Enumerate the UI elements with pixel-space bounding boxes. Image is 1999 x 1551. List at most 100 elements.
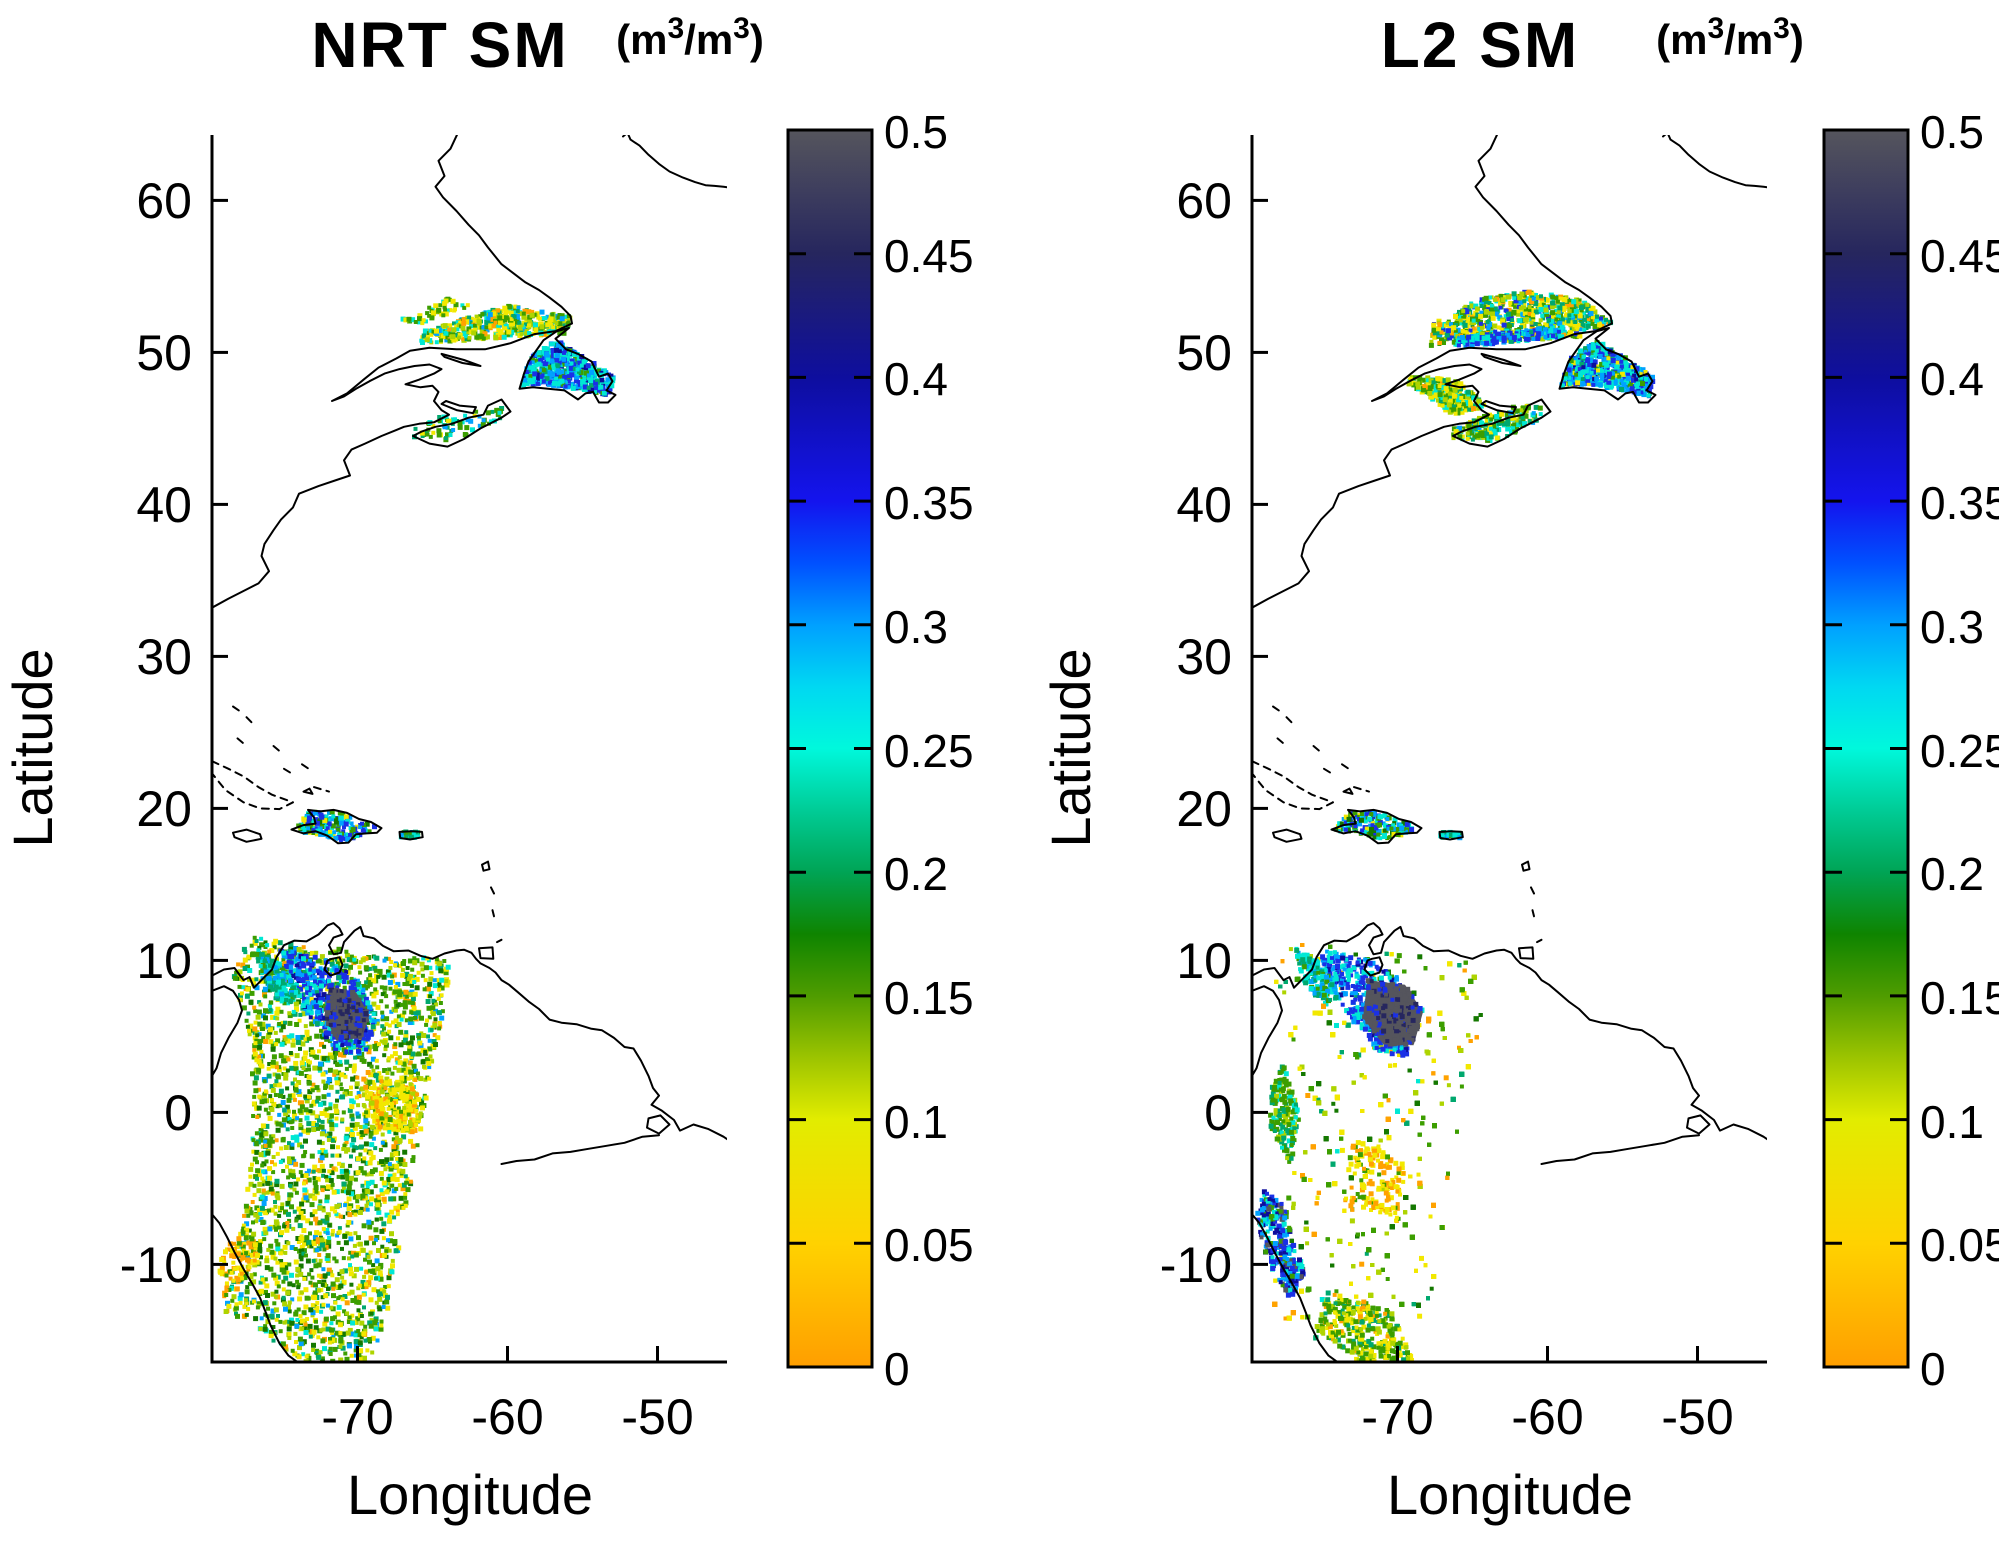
x-tick-label: -70 [321,1389,394,1445]
colorbar-tick-label: 0.45 [884,229,974,282]
coast-guadeloupe [481,860,491,872]
axes-l2 [1250,135,1767,1364]
coast-bahamas-5 [1341,763,1352,772]
y-tick-label: 60 [1176,173,1232,230]
colorbar-l2 [1822,128,1910,1369]
colorbar-tick-label: 0.5 [1920,106,1984,158]
unit-text: /m [684,16,734,63]
colorbar-tick-label: 0.25 [1920,724,1999,777]
coastlines-nrt [212,135,727,1362]
y-tick-label: 20 [136,781,192,838]
coast-great-inagua [302,787,314,795]
colorbar-nrt [786,128,874,1369]
coast-martinique [1530,886,1535,895]
coast-amazon-river [1540,1134,1700,1165]
coast-martinique [490,886,495,895]
y-tick-label: 20 [1176,781,1232,838]
coast-greenland-tip [1662,135,1767,189]
colorbar-tick-label: 0.45 [1920,229,1999,282]
axes-nrt [210,135,727,1364]
coast-bahamas-4 [272,745,284,755]
colorbar-tick-label: 0.05 [1920,1219,1999,1272]
unit-text: ) [749,16,764,63]
colorbar-tick-label: 0.1 [1920,1095,1984,1148]
coast-newfoundland [1558,327,1657,404]
sm-data-l2 [1255,289,1656,1362]
unit-text: /m [1724,16,1774,63]
x-tick-label: -50 [621,1389,694,1445]
coast-cuba [212,760,294,811]
coast-bahamas-3 [236,737,248,747]
coast-great-inagua [1342,787,1354,795]
y-tick-label: 40 [136,477,192,534]
coast-lake-maracaibo [1363,956,1384,977]
coast-turks-caicos [313,786,330,793]
x-axis-label-right: Longitude [1386,1463,1633,1526]
colorbar-unit-left: (m3/m3) [510,12,870,64]
unit-sup: 3 [1773,12,1790,45]
unit-sup: 3 [1707,12,1725,45]
colorbar-tick-label: 0.4 [1920,353,1984,406]
colorbar-tick-label: 0 [1920,1343,1946,1395]
coast-greenland-tip [622,135,727,189]
colorbar-tick-label: 0.1 [884,1095,948,1148]
y-axis-label-left: Latitude [0,648,64,848]
x-tick-label: -70 [1361,1389,1434,1445]
panel-title-nrt: NRT SM [311,9,569,81]
coast-bahamas-5 [301,763,312,772]
coast-bahamas-2 [1285,716,1295,726]
y-tick-label: 10 [136,933,192,990]
y-tick-label: 50 [136,325,192,382]
y-tick-label: 30 [1176,629,1232,686]
coast-labrador-quebec-atlantic-coast [1252,135,1613,609]
y-axis-label-right: Latitude [1038,648,1102,848]
y-tick-label: 60 [136,173,192,230]
y-tick-label: 0 [1204,1085,1232,1142]
coast-st-lucia [1531,909,1535,918]
x-tick-label: -50 [1661,1389,1734,1445]
colorbar-tick-label: 0.2 [1920,848,1984,901]
colorbar-tick-label: 0.4 [884,353,948,406]
coast-bahamas-3 [1276,737,1288,747]
coast-hispaniola [1330,808,1423,845]
colorbar-tick-label: 0.15 [884,971,974,1024]
coast-anticosti-island [440,352,482,367]
coast-guadeloupe [1521,860,1531,872]
x-axis-label-left: Longitude [346,1463,593,1526]
coast-bahamas-2 [245,716,255,726]
coast-bahamas-6 [1323,767,1333,775]
y-tick-label: 40 [1176,477,1232,534]
y-tick-label: 0 [164,1085,192,1142]
x-tick-label: -60 [1511,1389,1584,1445]
coast-marajo-island [646,1114,671,1135]
unit-text: (m [1656,16,1708,63]
coast-jamaica [1272,828,1303,843]
coast-peru-coast [212,1213,299,1362]
coast-tobago [496,938,503,944]
coast-st-lucia [491,909,495,918]
unit-text: ) [1789,16,1804,63]
colorbar-tick-label: 0.25 [884,724,974,777]
colorbar-tick-label: 0 [884,1343,910,1395]
coast-bahamas-6 [283,767,293,775]
map-area-nrt [212,135,727,1362]
colorbar-tick-label: 0.35 [1920,477,1999,530]
coast-pacific-coast-panama-colombia [212,985,243,1077]
coast-trinidad [1518,946,1535,960]
colorbar-tick-label: 0.2 [884,848,948,901]
coast-marajo-island [1686,1114,1711,1135]
coast-trinidad [478,946,495,960]
y-tick-label: 30 [136,629,192,686]
coast-jamaica [232,828,263,843]
colorbar-tick-label: 0.3 [1920,600,1984,653]
coast-south-america-north-coast [212,922,727,1141]
colorbar-tick-label: 0.3 [884,600,948,653]
coast-bahamas-1 [232,705,243,714]
coast-nova-scotia [1452,398,1552,448]
coast-hispaniola [290,808,383,845]
coast-peru-coast [1252,1213,1339,1362]
coast-pacific-coast-panama-colombia [1252,985,1283,1077]
unit-text: (m [616,16,668,63]
